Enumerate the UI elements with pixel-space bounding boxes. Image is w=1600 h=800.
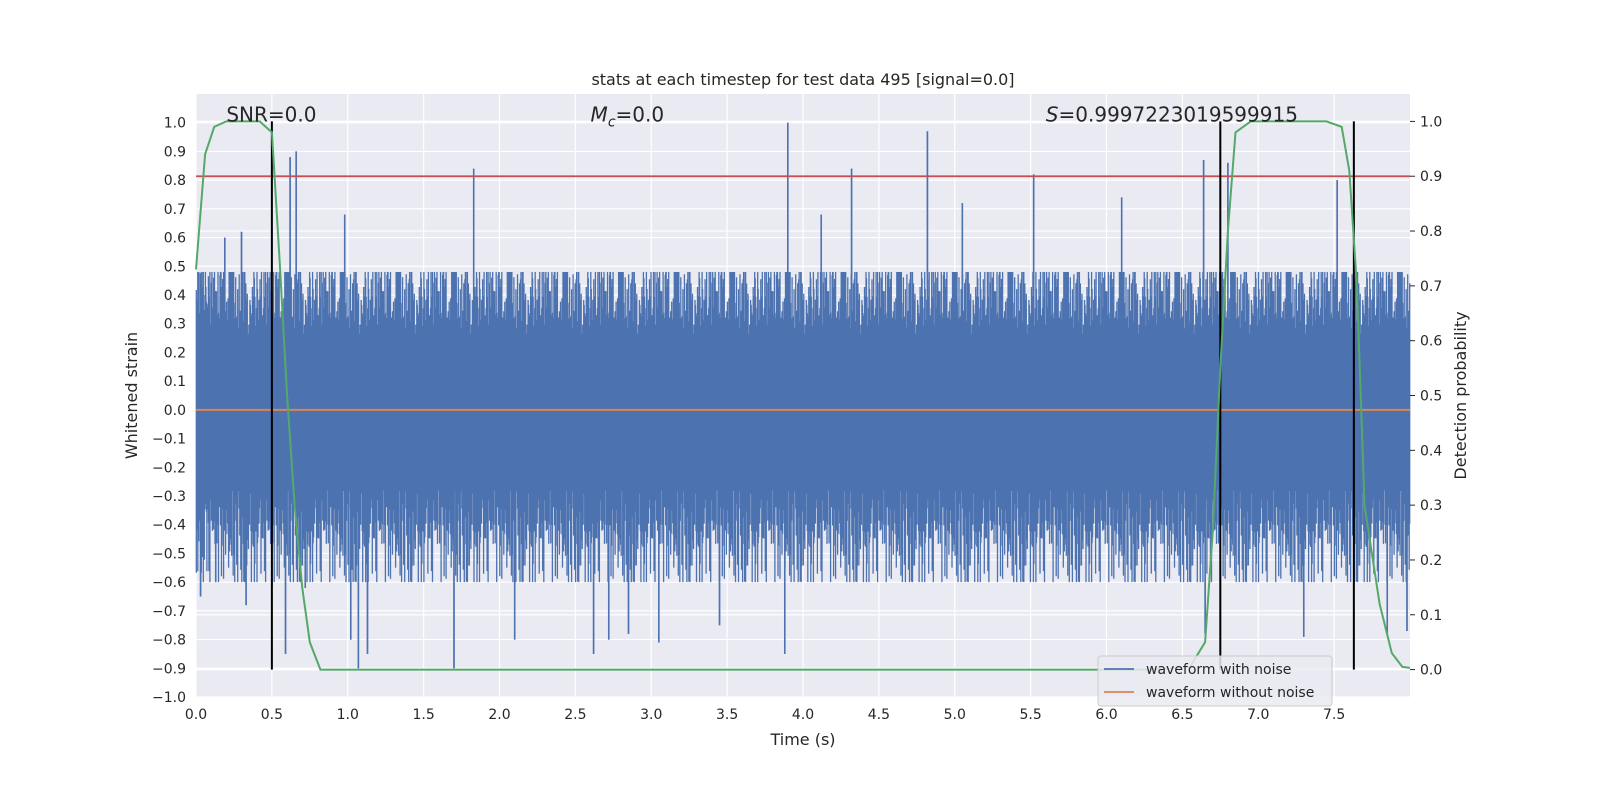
annotation-mc-symbol: M: [591, 103, 608, 127]
x-tick-label: 5.5: [1019, 707, 1041, 723]
legend-entry-without-noise: waveform without noise: [1146, 685, 1314, 701]
y-tick-label: −0.3: [152, 489, 186, 505]
y2-tick-label: 0.4: [1420, 443, 1442, 459]
x-tick-label: 0.5: [261, 707, 283, 723]
x-tick-label: 3.0: [640, 707, 662, 723]
y2-tick-label: 0.1: [1420, 608, 1442, 624]
y2-tick-label: 0.3: [1420, 498, 1442, 514]
y-tick-label: 0.3: [164, 317, 186, 333]
y-tick-label: −1.0: [152, 690, 186, 706]
y-tick-label: −0.7: [152, 604, 186, 620]
chart-title: stats at each timestep for test data 495…: [591, 70, 1014, 89]
y-tick-label: 1.0: [164, 116, 186, 132]
y2-tick-label: 0.9: [1420, 169, 1442, 185]
y-tick-label: −0.2: [152, 460, 186, 476]
legend: waveform with noise waveform without noi…: [1097, 655, 1333, 707]
y-tick-label: 0.7: [164, 202, 186, 218]
y2-axis-label: Detection probability: [1451, 311, 1470, 479]
y2-tick-label: 0.7: [1420, 279, 1442, 295]
annotation-s: S=0.9997223019599915: [1046, 103, 1298, 127]
y2-tick-label: 0.6: [1420, 334, 1442, 350]
y2-tick-label: 1.0: [1420, 114, 1442, 130]
y-axis-label: Whitened strain: [122, 332, 141, 459]
y-tick-label: 0.0: [164, 403, 186, 419]
y-tick-label: 0.1: [164, 374, 186, 390]
x-tick-label: 7.0: [1247, 707, 1269, 723]
x-tick-label: 4.0: [792, 707, 814, 723]
x-tick-label: 7.5: [1323, 707, 1345, 723]
x-tick-label: 1.5: [412, 707, 434, 723]
x-axis-label: Time (s): [769, 730, 835, 749]
legend-entry-with-noise: waveform with noise: [1146, 662, 1291, 678]
x-tick-label: 6.0: [1095, 707, 1117, 723]
y2-tick-label: 0.2: [1420, 553, 1442, 569]
y-tick-label: 0.6: [164, 231, 186, 247]
x-tick-label: 2.0: [488, 707, 510, 723]
x-tick-label: 2.5: [564, 707, 586, 723]
x-tick-label: 0.0: [185, 707, 207, 723]
annotation-mc: Mc=0.0: [591, 103, 665, 131]
y-tick-label: −0.8: [152, 633, 186, 649]
y-tick-label: 0.9: [164, 144, 186, 160]
y-tick-label: 0.4: [164, 288, 186, 304]
y-tick-label: 0.8: [164, 173, 186, 189]
x-tick-label: 1.0: [337, 707, 359, 723]
y-tick-label: −0.6: [152, 575, 186, 591]
legend-box: [1097, 655, 1333, 707]
annotation-s-symbol: S: [1046, 103, 1059, 127]
x-tick-label: 3.5: [716, 707, 738, 723]
y2-tick-label: 0.0: [1420, 663, 1442, 679]
y-tick-label: −0.4: [152, 518, 186, 534]
y-tick-label: 0.2: [164, 345, 186, 361]
annotation-mc-subscript: c: [608, 115, 616, 131]
y-tick-label: −0.1: [152, 432, 186, 448]
x-tick-label: 6.5: [1171, 707, 1193, 723]
y-tick-label: −0.9: [152, 661, 186, 677]
y-tick-label: −0.5: [152, 546, 186, 562]
annotation-s-value: =0.9997223019599915: [1059, 103, 1298, 127]
y2-tick-label: 0.8: [1420, 224, 1442, 240]
series-waveform-with-noise: [195, 122, 1411, 669]
annotation-snr: SNR=0.0: [226, 103, 316, 127]
x-tick-label: 5.0: [944, 707, 966, 723]
x-tick-label: 4.5: [868, 707, 890, 723]
y-tick-label: 0.5: [164, 259, 186, 275]
data-layer: [195, 120, 1411, 671]
y2-tick-label: 0.5: [1420, 389, 1442, 405]
ticks: 0.0 0.5 1.0 1.5 2.0 2.5 3.0 3.5 4.0 4.5 5.0 5.5 6.0 6…: [152, 114, 1442, 723]
annotation-mc-value: =0.0: [616, 103, 665, 127]
